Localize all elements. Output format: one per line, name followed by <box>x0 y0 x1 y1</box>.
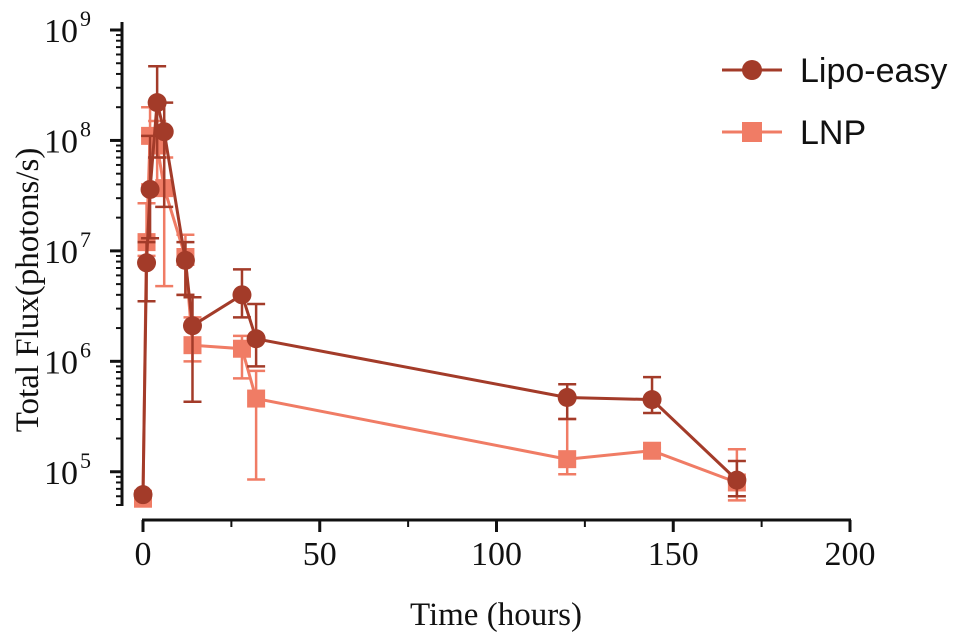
y-tick-label: 10 <box>44 234 78 271</box>
data-point <box>643 441 662 460</box>
data-point <box>154 122 174 142</box>
data-point <box>247 389 266 408</box>
data-point <box>137 253 157 273</box>
y-tick-label: 10 <box>44 455 78 492</box>
series-lnp <box>134 105 746 508</box>
data-point <box>727 470 747 490</box>
x-tick-label: 50 <box>303 536 337 573</box>
legend-swatch-marker <box>742 60 762 80</box>
legend-item: Lipo-easy <box>722 52 947 90</box>
y-tick-exponent: 7 <box>80 227 91 252</box>
data-point <box>232 285 252 305</box>
y-tick-exponent: 8 <box>80 116 91 141</box>
legend-swatch-marker <box>742 122 762 142</box>
legend: Lipo-easy LNP <box>722 52 947 152</box>
y-tick-exponent: 9 <box>80 6 91 31</box>
y-tick-label: 10 <box>44 13 78 50</box>
x-tick-label: 200 <box>825 536 876 573</box>
data-point <box>232 339 251 358</box>
x-tick-label: 100 <box>471 536 522 573</box>
legend-item: LNP <box>722 114 866 152</box>
data-point <box>642 390 662 410</box>
data-point <box>246 329 266 349</box>
legend-label: LNP <box>800 114 866 152</box>
data-point <box>175 250 195 270</box>
data-point <box>133 485 153 505</box>
series-layer <box>133 64 747 508</box>
y-tick-exponent: 5 <box>80 448 91 473</box>
y-tick-label: 10 <box>44 123 78 160</box>
legend-label: Lipo-easy <box>800 52 947 90</box>
y-tick-label: 10 <box>44 344 78 381</box>
axes: 10 510 610 710 810 90 50 100 150 200 <box>44 6 876 573</box>
data-point <box>140 179 160 199</box>
data-point <box>147 93 167 113</box>
y-tick-exponent: 6 <box>80 337 91 362</box>
x-tick-label: 150 <box>648 536 699 573</box>
x-tick-label: 0 <box>135 536 152 573</box>
series-lipo-easy <box>133 64 747 505</box>
x-axis-title: Time (hours) <box>410 597 582 633</box>
y-axis-title: Total Flux(photons/s) <box>10 148 46 433</box>
data-point <box>557 388 577 408</box>
data-point <box>182 316 202 336</box>
data-point <box>558 450 577 469</box>
